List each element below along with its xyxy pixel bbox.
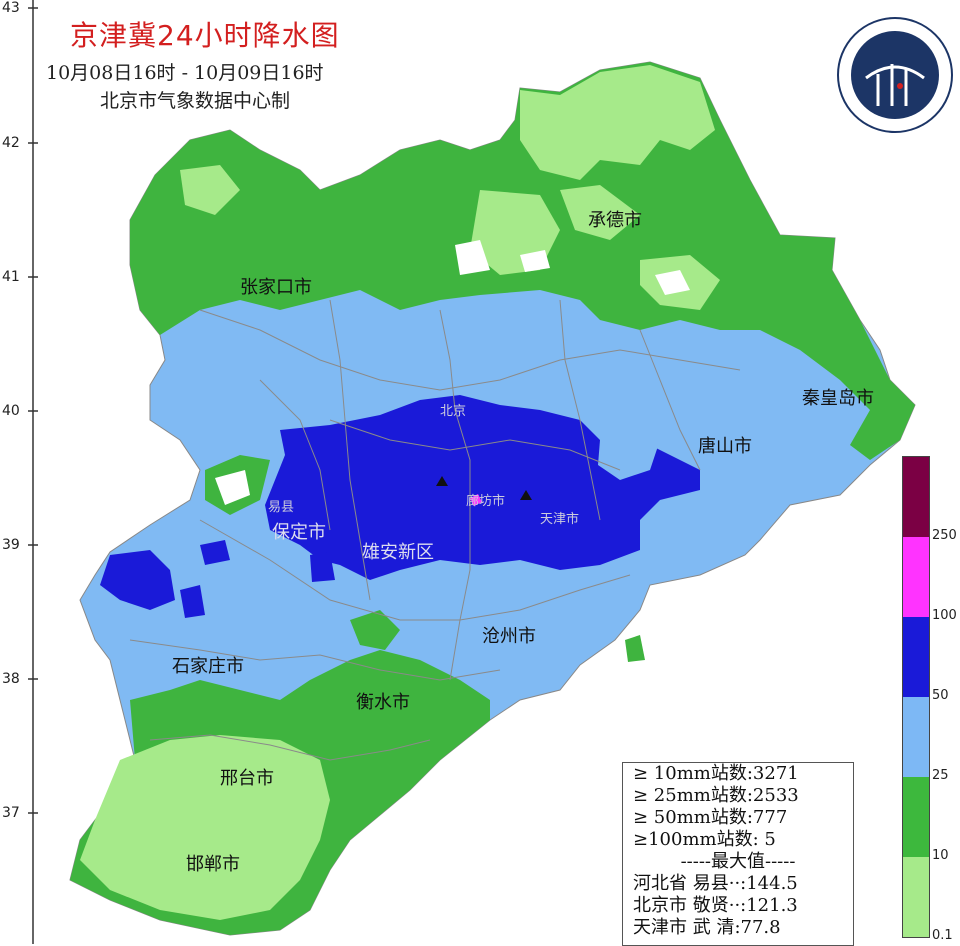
- city-label-cangzhou: 沧州市: [482, 626, 536, 647]
- latitude-label-38: 38: [2, 671, 20, 687]
- legend-label-100: 100: [932, 608, 957, 623]
- map-title: 京津冀24小时降水图: [70, 19, 340, 52]
- precipitation-legend: [902, 456, 930, 938]
- city-label-beijing: 北京: [440, 404, 467, 419]
- logo-emblem-icon: [837, 17, 953, 133]
- stat-row-100mm: ≥100mm站数: 5: [633, 829, 776, 850]
- latitude-label-37: 37: [2, 805, 20, 821]
- city-label-chengde: 承德市: [588, 210, 642, 231]
- city-label-langfang: 廊坊市: [466, 494, 506, 509]
- stat-max-header: -----最大值-----: [680, 851, 796, 872]
- legend-swatch-100: [903, 537, 929, 617]
- legend-swatch-0-1: [903, 857, 929, 937]
- city-label-tangshan: 唐山市: [698, 436, 752, 457]
- city-label-baoding: 保定市: [272, 522, 326, 543]
- latitude-label-42: 42: [2, 135, 20, 151]
- legend-label-10: 10: [932, 848, 949, 863]
- stat-row-50mm: ≥ 50mm站数:777: [633, 807, 788, 828]
- city-label-zhangjiakou: 张家口市: [240, 277, 312, 298]
- latitude-label-40: 40: [2, 403, 20, 419]
- latitude-label-41: 41: [2, 269, 20, 285]
- legend-swatch-250: [903, 457, 929, 537]
- latitude-label-39: 39: [2, 537, 20, 553]
- city-label-handan: 邯郸市: [186, 854, 240, 875]
- stat-row-10mm: ≥ 10mm站数:3271: [633, 763, 799, 784]
- city-label-xiongan: 雄安新区: [362, 542, 434, 563]
- time-range: 10月08日16时 - 10月09日16时: [46, 62, 324, 84]
- city-label-qinhuangdao: 秦皇岛市: [802, 388, 874, 409]
- city-label-tianjin: 天津市: [540, 512, 580, 527]
- stat-row-25mm: ≥ 25mm站数:2533: [633, 785, 799, 806]
- legend-label-0-1: 0.1: [932, 928, 953, 943]
- bms-logo: [836, 16, 954, 134]
- stat-max-tianjin: 天津市 武 清:77.8: [633, 917, 781, 938]
- producer-label: 北京市气象数据中心制: [100, 90, 291, 112]
- legend-label-50: 50: [932, 688, 949, 703]
- stat-max-beijing: 北京市 敬贤··:121.3: [633, 895, 798, 916]
- stat-max-hebei: 河北省 易县··:144.5: [633, 873, 798, 894]
- legend-swatch-50: [903, 617, 929, 697]
- legend-label-25: 25: [932, 768, 949, 783]
- city-label-xingtai: 邢台市: [220, 768, 274, 789]
- legend-swatch-25: [903, 697, 929, 777]
- legend-swatch-10: [903, 777, 929, 857]
- city-label-hengshui: 衡水市: [356, 692, 410, 713]
- latitude-label-43: 43: [2, 0, 20, 16]
- city-label-shijiazhuang: 石家庄市: [172, 656, 244, 677]
- city-label-yixian: 易县: [268, 500, 295, 515]
- station-stats-box: ≥ 10mm站数:3271 ≥ 25mm站数:2533 ≥ 50mm站数:777…: [622, 762, 854, 946]
- legend-label-250: 250: [932, 528, 957, 543]
